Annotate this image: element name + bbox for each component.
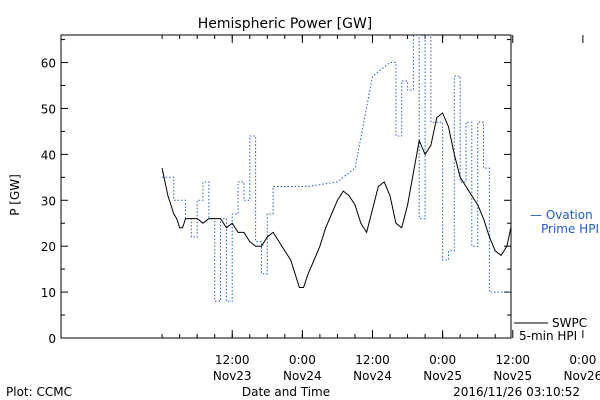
footer-timestamp: 2016/11/26 03:10:52 <box>453 385 580 399</box>
x-tick-time-label: 0:00 <box>429 353 456 367</box>
y-axis-ticks: 0 10 20 30 40 50 60 <box>41 39 511 346</box>
x-tick-date-label: Nov25 <box>423 369 462 383</box>
x-tick-date-label: Nov24 <box>283 369 322 383</box>
series-layer <box>161 35 511 302</box>
legend-ovation: — Ovation Prime HPI <box>530 208 599 236</box>
y-tick-label: 20 <box>41 240 56 254</box>
x-axis-label: Date and Time <box>242 385 330 399</box>
x-tick-date-label: Nov25 <box>493 369 532 383</box>
chart-title: Hemispheric Power [GW] <box>198 16 373 32</box>
y-tick-label: 30 <box>41 194 56 208</box>
x-tick-time-label: 12:00 <box>495 353 530 367</box>
plot-frame <box>60 34 512 339</box>
y-tick-label: 0 <box>48 332 56 346</box>
series-ovation-line <box>162 35 511 302</box>
x-tick-date-label: Nov24 <box>353 369 392 383</box>
plot-area <box>60 34 512 339</box>
x-tick-time-label: 12:00 <box>355 353 390 367</box>
legend-swpc-line2: 5-min HPI <box>519 329 577 343</box>
y-tick-label: 40 <box>41 148 56 162</box>
y-axis-label: P [GW] <box>8 174 22 216</box>
y-tick-label: 60 <box>41 57 56 71</box>
legend-ovation-line2: Prime HPI <box>541 222 599 236</box>
footer-plot-source: Plot: CCMC <box>6 385 72 399</box>
x-tick-date-label: Nov23 <box>213 369 252 383</box>
y-tick-label: 10 <box>41 286 56 300</box>
x-tick-date-label: Nov26 <box>564 369 600 383</box>
x-tick-time-label: 0:00 <box>289 353 316 367</box>
x-tick-time-label: 0:00 <box>569 353 596 367</box>
y-tick-label: 50 <box>41 102 56 116</box>
series-swpc-line <box>161 112 511 288</box>
legend-swpc: SWPC 5-min HPI <box>514 316 587 343</box>
x-tick-time-label: 12:00 <box>215 353 250 367</box>
legend-ovation-line1: — Ovation <box>530 208 593 222</box>
x-axis-ticks: 12:00 Nov23 0:00 Nov24 12:00 Nov24 0:00 Nov25 12… <box>161 35 600 383</box>
legend-swpc-line1: SWPC <box>552 316 587 330</box>
